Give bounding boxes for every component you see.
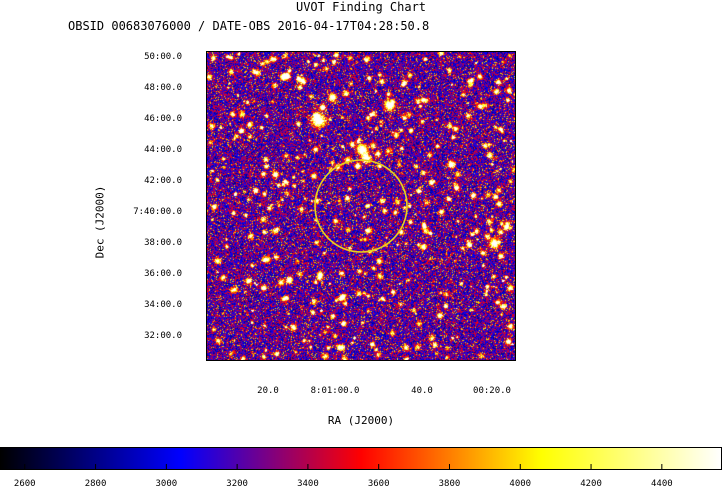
dec-tick-label: 38:00.0 xyxy=(144,238,182,248)
dec-tick-label: 36:00.0 xyxy=(144,269,182,279)
y-axis-label: Dec (J2000) xyxy=(93,185,107,259)
chart-subtitle: OBSID 00683076000 / DATE-OBS 2016-04-17T… xyxy=(68,19,430,33)
uvot-image xyxy=(207,52,515,360)
colorbar-tick-label: 3400 xyxy=(297,479,319,489)
colorbar-tick-label: 4400 xyxy=(650,479,673,489)
ra-tick-label: 20.0 xyxy=(257,386,279,396)
ra-tick-label: 40.0 xyxy=(411,386,433,396)
image-overlay xyxy=(314,159,408,253)
colorbar-tick-label: 3000 xyxy=(155,479,178,489)
chart-title: UVOT Finding Chart xyxy=(295,0,427,14)
colorbar-tick-label: 3800 xyxy=(438,479,461,489)
finding-chart-image xyxy=(206,51,516,361)
colorbar xyxy=(0,447,722,470)
dec-tick-label: 34:00.0 xyxy=(144,300,182,310)
x-axis-label: RA (J2000) xyxy=(327,414,395,427)
dec-tick-label: 7:40:00.0 xyxy=(133,207,182,217)
dec-tick-label: 32:00.0 xyxy=(144,331,182,341)
dec-tick-label: 48:00.0 xyxy=(144,83,182,93)
dec-tick-label: 44:00.0 xyxy=(144,145,182,155)
colorbar-tick-label: 2600 xyxy=(13,479,36,489)
source-region-circle xyxy=(314,159,408,253)
colorbar-tick-label: 4000 xyxy=(509,479,532,489)
dec-tick-label: 50:00.0 xyxy=(144,52,182,62)
ra-tick-label: 8:01:00.0 xyxy=(310,386,360,396)
colorbar-tick-label: 3600 xyxy=(367,479,390,489)
dec-tick-label: 46:00.0 xyxy=(144,114,182,124)
dec-tick-label: 42:00.0 xyxy=(144,176,182,186)
colorbar-tick-label: 3200 xyxy=(226,479,248,489)
ra-tick-label: 00:20.0 xyxy=(473,386,511,396)
colorbar-tick-label: 2800 xyxy=(84,479,107,489)
colorbar-tick-label: 4200 xyxy=(580,479,602,489)
